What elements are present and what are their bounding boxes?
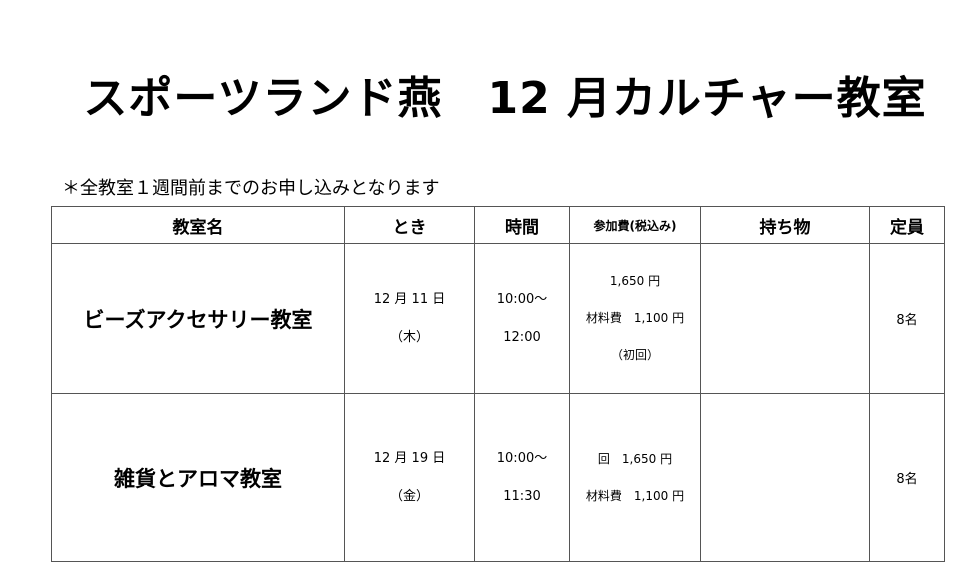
class-capacity: 8名 (869, 393, 945, 562)
weekday-text: （木） (389, 329, 429, 345)
class-items (700, 243, 870, 394)
class-items (700, 393, 870, 562)
start-time: 10:00～ (496, 450, 548, 466)
class-capacity: 8名 (869, 243, 945, 394)
fee-text: 回 1,650 円 (597, 451, 673, 466)
application-note: ＊全教室１週間前までのお申し込みとなります (62, 178, 440, 199)
header-time: 時間 (474, 206, 570, 244)
page-title: スポーツランド燕 12 月カルチャー教室 (83, 73, 927, 124)
header-items: 持ち物 (700, 206, 870, 244)
class-name: 雑貨とアロマ教室 (51, 393, 345, 562)
class-fee: 回 1,650 円材料費 1,100 円 (569, 393, 701, 562)
fee-text: 1,650 円 (609, 274, 661, 288)
table-row: ビーズアクセサリー教室 12 月 11 日 （木） 10:00～ 12:00 1,6… (51, 243, 945, 394)
end-time: 12:00 (503, 329, 541, 345)
table-header-row: 教室名 とき 時間 参加費(税込み) 持ち物 定員 (51, 206, 945, 244)
header-fee: 参加費(税込み) (569, 206, 701, 244)
class-date: 12 月 11 日 （木） (344, 243, 475, 394)
table-row: 雑貨とアロマ教室 12 月 19 日 （金） 10:00～ 11:30 回 1,65… (51, 393, 945, 562)
class-name: ビーズアクセサリー教室 (51, 243, 345, 394)
date-text: 12 月 11 日 (373, 291, 446, 307)
class-schedule-table: 教室名 とき 時間 参加費(税込み) 持ち物 定員 ビーズアクセサリー教室 12… (51, 206, 945, 562)
header-class-name: 教室名 (51, 206, 345, 244)
material-fee-text: 材料費 1,100 円 (585, 311, 685, 325)
class-fee: 1,650 円材料費 1,100 円 （初回） (569, 243, 701, 394)
material-fee-text: 材料費 1,100 円 (585, 488, 685, 503)
end-time: 11:30 (503, 488, 541, 504)
fee-note: （初回） (610, 348, 659, 362)
header-date: とき (344, 206, 475, 244)
class-time: 10:00～ 12:00 (474, 243, 570, 394)
start-time: 10:00～ (496, 291, 548, 307)
class-date: 12 月 19 日 （金） (344, 393, 475, 562)
header-capacity: 定員 (869, 206, 945, 244)
class-time: 10:00～ 11:30 (474, 393, 570, 562)
weekday-text: （金） (389, 488, 429, 504)
date-text: 12 月 19 日 (373, 450, 446, 466)
